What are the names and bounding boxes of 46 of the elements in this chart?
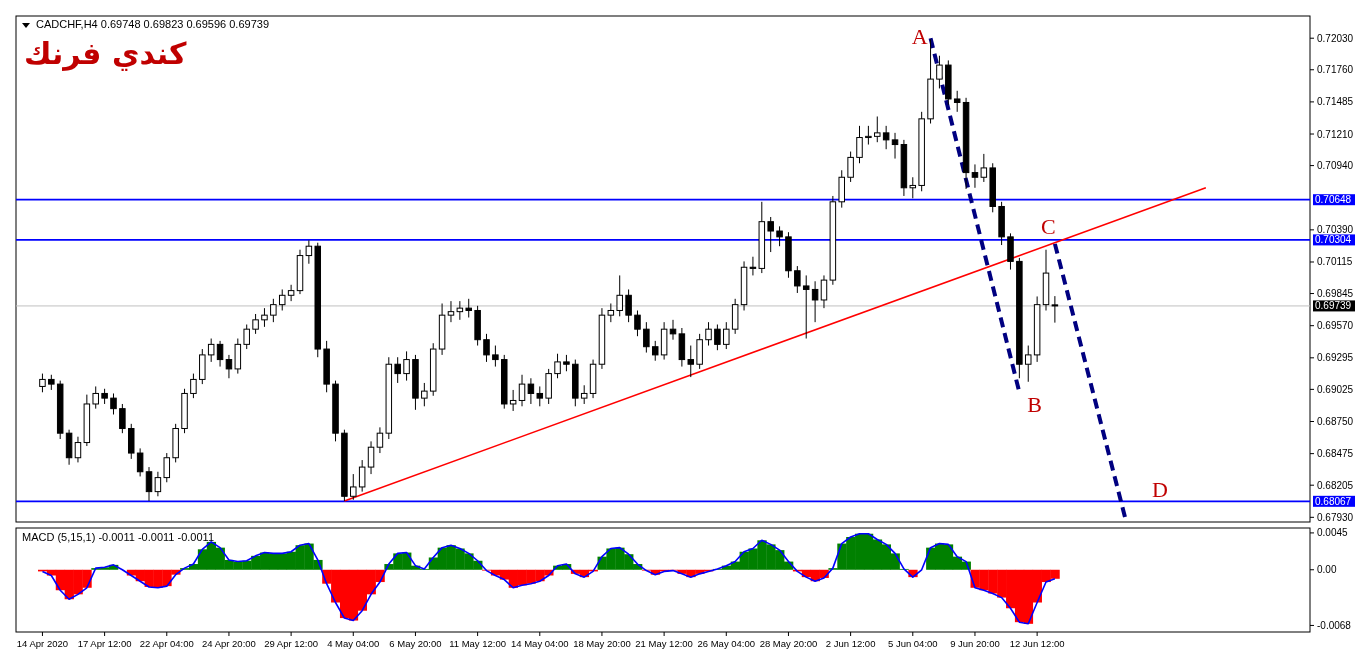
x-tick-label: 6 May 20:00 — [389, 638, 442, 649]
annotation: A — [911, 24, 928, 50]
ref-line-label: 0.68067 — [1315, 495, 1352, 507]
x-tick-label: 11 May 12:00 — [449, 638, 507, 649]
y-tick-label: 0.71760 — [1317, 64, 1354, 76]
x-tick-label: 21 May 12:00 — [635, 638, 693, 649]
text: كندي فرنك — [24, 36, 188, 71]
y-tick-label: 0.72030 — [1317, 32, 1354, 44]
ref-line-label: 0.69739 — [1315, 300, 1352, 312]
y-tick-label: 0.00 — [1317, 564, 1337, 576]
y-tick-label: 0.68475 — [1317, 448, 1354, 460]
x-tick-label: 5 Jun 04:00 — [887, 638, 938, 649]
annotation: B — [1027, 392, 1043, 418]
chart-subtitle: CADCHF,H4 0.69748 0.69823 0.69596 0.69739 — [36, 18, 270, 30]
x-tick-label: 29 Apr 12:00 — [264, 638, 319, 649]
x-tick-label: 14 May 04:00 — [510, 638, 569, 649]
x-tick-label: 4 May 04:00 — [327, 638, 380, 649]
y-tick-label: 0.69570 — [1317, 320, 1354, 332]
y-tick-label: 0.71485 — [1317, 96, 1354, 108]
x-tick-label: 18 May 20:00 — [573, 638, 631, 649]
y-tick-label: 0.0045 — [1317, 527, 1349, 539]
x-tick-label: 26 May 04:00 — [697, 638, 756, 649]
y-tick-label: 0.71210 — [1317, 128, 1354, 140]
y-tick-label: 0.70390 — [1317, 224, 1354, 236]
y-tick-label: 0.68750 — [1317, 416, 1354, 427]
y-tick-label: 0.67930 — [1317, 511, 1354, 523]
ref-line-label: 0.70304 — [1315, 234, 1352, 246]
annotation: D — [1151, 476, 1168, 502]
y-tick-label: 0.69025 — [1317, 383, 1354, 395]
y-tick-label: 0.70940 — [1317, 160, 1354, 172]
y-tick-label: -0.0068 — [1317, 619, 1352, 631]
y-tick-label: 0.70115 — [1317, 256, 1353, 268]
x-tick-label: 24 Apr 20:00 — [202, 638, 256, 649]
x-tick-label: 22 Apr 04:00 — [139, 638, 194, 649]
x-tick-label: 12 Jun 12:00 — [1009, 638, 1065, 649]
x-tick-label: 28 May 20:00 — [759, 638, 818, 649]
ref-line-label: 0.70648 — [1315, 194, 1352, 206]
x-tick-label: 17 Apr 12:00 — [77, 638, 132, 649]
y-tick-label: 0.69295 — [1317, 352, 1354, 364]
x-tick-label: 9 Jun 20:00 — [950, 638, 1000, 649]
y-tick-label: 0.69845 — [1317, 288, 1354, 300]
x-tick-label: 14 Apr 2020 — [16, 638, 69, 649]
x-tick-label: 2 Jun 12:00 — [825, 638, 876, 649]
chart-title: MACD (5,15,1) -0.0011 -0.0011 -0.0011 — [22, 531, 214, 543]
annotation: C — [1040, 213, 1056, 239]
y-tick-label: 0.68205 — [1317, 479, 1354, 491]
